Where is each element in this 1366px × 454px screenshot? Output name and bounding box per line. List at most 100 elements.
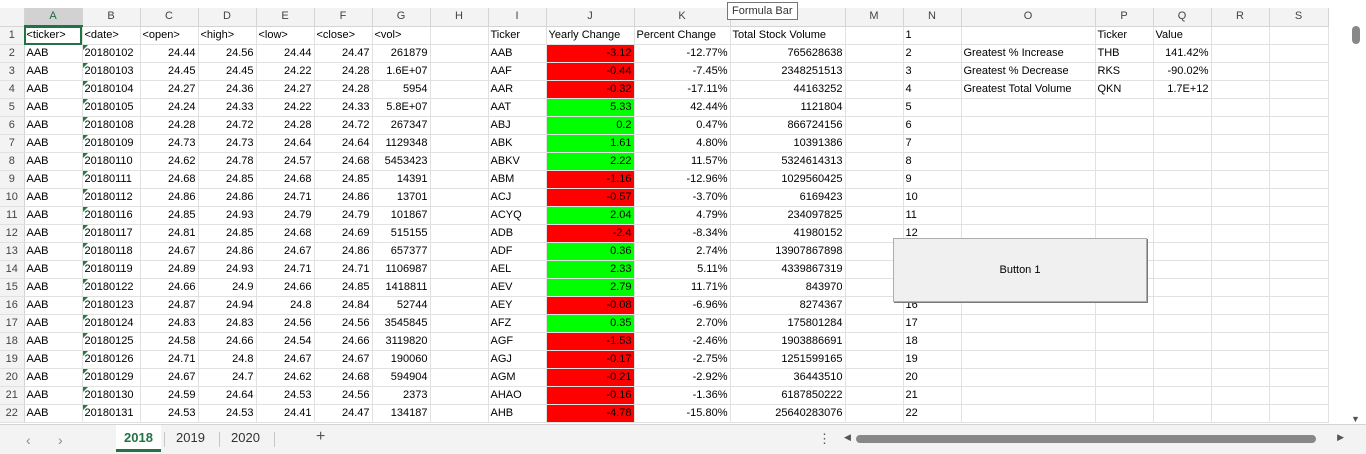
select-all-corner[interactable]: [0, 8, 25, 27]
cell-p20[interactable]: [1095, 368, 1154, 387]
cell-s11[interactable]: [1269, 206, 1329, 225]
cell-s9[interactable]: [1269, 170, 1329, 189]
cell-m1[interactable]: [845, 26, 904, 45]
cell-s8[interactable]: [1269, 152, 1329, 171]
cell-h4[interactable]: [430, 80, 489, 99]
cell-grid[interactable]: ABCDEFGHIJKLMNOPQRS1<ticker><date><open>…: [0, 8, 1329, 423]
cell-j17[interactable]: 0.35: [546, 314, 635, 333]
cell-e7[interactable]: 24.64: [256, 134, 315, 153]
column-header-k[interactable]: K: [634, 8, 731, 27]
cell-k6[interactable]: 0.47%: [634, 116, 731, 135]
cell-p7[interactable]: [1095, 134, 1154, 153]
cell-b13[interactable]: 20180118: [82, 242, 141, 261]
cell-d5[interactable]: 24.33: [198, 98, 257, 117]
cell-k5[interactable]: 42.44%: [634, 98, 731, 117]
cell-k4[interactable]: -17.11%: [634, 80, 731, 99]
prev-sheet-arrow-icon[interactable]: ‹: [26, 432, 31, 448]
cell-c1[interactable]: <open>: [140, 26, 199, 45]
column-header-m[interactable]: M: [845, 8, 904, 27]
column-header-f[interactable]: F: [314, 8, 373, 27]
cell-m11[interactable]: [845, 206, 904, 225]
cell-q12[interactable]: [1153, 224, 1212, 243]
cell-q11[interactable]: [1153, 206, 1212, 225]
cell-l22[interactable]: 25640283076: [730, 404, 846, 423]
cell-a3[interactable]: AAB: [24, 62, 83, 81]
next-sheet-arrow-icon[interactable]: ›: [58, 432, 63, 448]
scroll-down-arrow-icon[interactable]: ▼: [1351, 414, 1360, 424]
spreadsheet-area[interactable]: ABCDEFGHIJKLMNOPQRS1<ticker><date><open>…: [0, 0, 1366, 424]
cell-q16[interactable]: [1153, 296, 1212, 315]
cell-g11[interactable]: 101867: [372, 206, 431, 225]
cell-g7[interactable]: 1129348: [372, 134, 431, 153]
cell-a21[interactable]: AAB: [24, 386, 83, 405]
cell-r13[interactable]: [1211, 242, 1270, 261]
cell-g1[interactable]: <vol>: [372, 26, 431, 45]
cell-j22[interactable]: -4.78: [546, 404, 635, 423]
cell-d16[interactable]: 24.94: [198, 296, 257, 315]
cell-k7[interactable]: 4.80%: [634, 134, 731, 153]
cell-h11[interactable]: [430, 206, 489, 225]
cell-s15[interactable]: [1269, 278, 1329, 297]
row-header[interactable]: 12: [0, 224, 25, 243]
cell-r5[interactable]: [1211, 98, 1270, 117]
cell-d3[interactable]: 24.45: [198, 62, 257, 81]
cell-n3[interactable]: 3: [903, 62, 962, 81]
cell-f6[interactable]: 24.72: [314, 116, 373, 135]
cell-f13[interactable]: 24.86: [314, 242, 373, 261]
cell-f7[interactable]: 24.64: [314, 134, 373, 153]
cell-b20[interactable]: 20180129: [82, 368, 141, 387]
cell-o4[interactable]: Greatest Total Volume: [961, 80, 1096, 99]
cell-f10[interactable]: 24.86: [314, 188, 373, 207]
cell-h18[interactable]: [430, 332, 489, 351]
cell-h7[interactable]: [430, 134, 489, 153]
cell-l18[interactable]: 1903886691: [730, 332, 846, 351]
cell-k19[interactable]: -2.75%: [634, 350, 731, 369]
cell-k17[interactable]: 2.70%: [634, 314, 731, 333]
cell-b17[interactable]: 20180124: [82, 314, 141, 333]
cell-h8[interactable]: [430, 152, 489, 171]
cell-m2[interactable]: [845, 44, 904, 63]
cell-r16[interactable]: [1211, 296, 1270, 315]
cell-e21[interactable]: 24.53: [256, 386, 315, 405]
column-header-s[interactable]: S: [1269, 8, 1329, 27]
cell-l7[interactable]: 10391386: [730, 134, 846, 153]
cell-i14[interactable]: AEL: [488, 260, 547, 279]
cell-f11[interactable]: 24.79: [314, 206, 373, 225]
cell-q2[interactable]: 141.42%: [1153, 44, 1212, 63]
cell-e15[interactable]: 24.66: [256, 278, 315, 297]
cell-d11[interactable]: 24.93: [198, 206, 257, 225]
row-header[interactable]: 11: [0, 206, 25, 225]
cell-s18[interactable]: [1269, 332, 1329, 351]
cell-h21[interactable]: [430, 386, 489, 405]
cell-d13[interactable]: 24.86: [198, 242, 257, 261]
cell-n8[interactable]: 8: [903, 152, 962, 171]
cell-f18[interactable]: 24.66: [314, 332, 373, 351]
cell-j12[interactable]: -2.4: [546, 224, 635, 243]
cell-k2[interactable]: -12.77%: [634, 44, 731, 63]
cell-c21[interactable]: 24.59: [140, 386, 199, 405]
column-header-p[interactable]: P: [1095, 8, 1154, 27]
cell-d17[interactable]: 24.83: [198, 314, 257, 333]
cell-f16[interactable]: 24.84: [314, 296, 373, 315]
cell-s16[interactable]: [1269, 296, 1329, 315]
cell-p21[interactable]: [1095, 386, 1154, 405]
column-header-q[interactable]: Q: [1153, 8, 1212, 27]
cell-s6[interactable]: [1269, 116, 1329, 135]
cell-m5[interactable]: [845, 98, 904, 117]
cell-o1[interactable]: [961, 26, 1096, 45]
cell-r1[interactable]: [1211, 26, 1270, 45]
cell-i13[interactable]: ADF: [488, 242, 547, 261]
cell-s5[interactable]: [1269, 98, 1329, 117]
row-header[interactable]: 7: [0, 134, 25, 153]
cell-a10[interactable]: AAB: [24, 188, 83, 207]
cell-o10[interactable]: [961, 188, 1096, 207]
cell-e9[interactable]: 24.68: [256, 170, 315, 189]
cell-g5[interactable]: 5.8E+07: [372, 98, 431, 117]
cell-g12[interactable]: 515155: [372, 224, 431, 243]
cell-s1[interactable]: [1269, 26, 1329, 45]
cell-j11[interactable]: 2.04: [546, 206, 635, 225]
cell-f1[interactable]: <close>: [314, 26, 373, 45]
cell-r9[interactable]: [1211, 170, 1270, 189]
cell-h1[interactable]: [430, 26, 489, 45]
cell-m16[interactable]: [845, 296, 904, 315]
